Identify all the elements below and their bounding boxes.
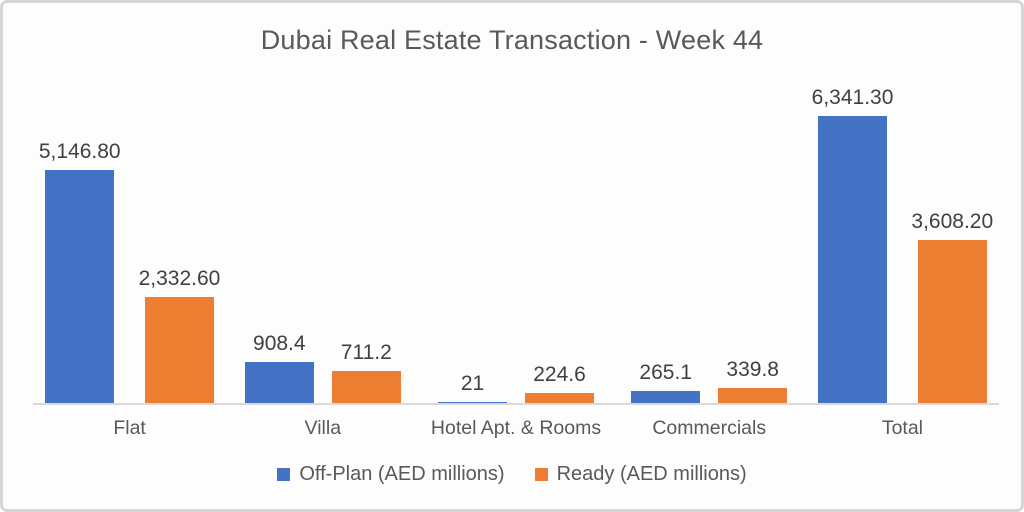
data-label-off-plan-flat: 5,146.80 bbox=[38, 139, 121, 163]
data-label-off-plan-villa: 908.4 bbox=[253, 331, 306, 355]
data-label-ready-total: 3,608.20 bbox=[911, 209, 994, 233]
bar-wrap-ready-commercials: 339.8 bbox=[718, 357, 788, 403]
bar-wrap-ready-hotel-apt-rooms: 224.6 bbox=[525, 363, 594, 403]
bar-ready-commercials bbox=[718, 387, 788, 403]
legend-item-ready: Ready (AED millions) bbox=[534, 463, 747, 486]
plot-area: 5,146.80 2,332.60 908.4 711.2 21 224.6 265.1 33… bbox=[33, 86, 999, 405]
bar-wrap-off-plan-hotel-apt-rooms: 21 bbox=[438, 372, 507, 403]
bar-wrap-ready-villa: 711.2 bbox=[331, 340, 401, 403]
category-label-commercials: Commercials bbox=[652, 417, 767, 439]
legend-label-ready: Ready (AED millions) bbox=[556, 463, 747, 485]
legend-swatch-icon-off-plan bbox=[277, 468, 291, 481]
category-axis: Flat Villa Hotel Apt. & Rooms Commercials To… bbox=[33, 417, 999, 440]
bar-ready-total bbox=[917, 239, 987, 403]
legend-label-off-plan: Off-Plan (AED millions) bbox=[299, 463, 505, 485]
bar-off-plan-total bbox=[818, 116, 888, 403]
bar-group-hotel-apt-rooms: 21 224.6 bbox=[419, 115, 612, 403]
bar-wrap-off-plan-total: 6,341.30 bbox=[811, 85, 894, 403]
bar-off-plan-commercials bbox=[631, 391, 701, 403]
legend: Off-Plan (AED millions) Ready (AED millio… bbox=[3, 463, 1021, 486]
bar-off-plan-villa bbox=[244, 361, 314, 403]
data-label-off-plan-commercials: 265.1 bbox=[639, 360, 692, 384]
data-label-off-plan-total: 6,341.30 bbox=[811, 85, 894, 109]
bar-wrap-ready-flat: 2,332.60 bbox=[138, 267, 221, 403]
category-label-flat: Flat bbox=[113, 417, 146, 439]
data-label-ready-flat: 2,332.60 bbox=[138, 267, 221, 291]
bar-wrap-off-plan-flat: 5,146.80 bbox=[39, 140, 121, 403]
bar-group-flat: 5,146.80 2,332.60 bbox=[33, 115, 226, 403]
data-label-ready-hotel-apt-rooms: 224.6 bbox=[533, 362, 586, 386]
bar-wrap-ready-total: 3,608.20 bbox=[911, 210, 993, 403]
category-label-hotel-apt-rooms: Hotel Apt. & Rooms bbox=[430, 417, 602, 439]
category-label-villa: Villa bbox=[304, 417, 342, 439]
bar-group-total: 6,341.30 3,608.20 bbox=[806, 86, 999, 403]
bar-ready-villa bbox=[331, 370, 401, 403]
bar-ready-flat bbox=[144, 297, 214, 403]
legend-item-off-plan: Off-Plan (AED millions) bbox=[277, 463, 505, 486]
legend-swatch-icon-ready bbox=[534, 468, 548, 481]
bar-wrap-off-plan-villa: 908.4 bbox=[244, 331, 314, 403]
bar-wrap-off-plan-commercials: 265.1 bbox=[631, 360, 701, 403]
bar-group-commercials: 265.1 339.8 bbox=[613, 115, 806, 403]
bar-off-plan-hotel-apt-rooms bbox=[438, 402, 507, 403]
data-label-ready-commercials: 339.8 bbox=[726, 357, 779, 381]
bar-group-villa: 908.4 711.2 bbox=[226, 115, 419, 403]
bar-ready-hotel-apt-rooms bbox=[525, 392, 594, 403]
data-label-off-plan-hotel-apt-rooms: 21 bbox=[460, 371, 485, 395]
chart-title: Dubai Real Estate Transaction - Week 44 bbox=[260, 25, 764, 55]
data-label-ready-villa: 711.2 bbox=[340, 340, 392, 364]
category-label-total: Total bbox=[881, 417, 924, 439]
bar-off-plan-flat bbox=[45, 170, 115, 403]
